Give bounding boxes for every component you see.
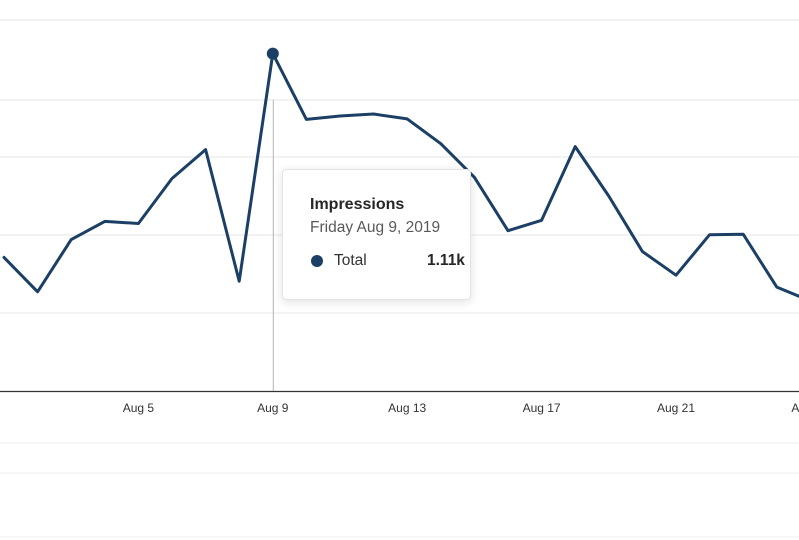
hover-point-marker [266, 47, 279, 60]
tooltip-series-name: Total [334, 252, 367, 269]
x-tick-label: Aug 5 [123, 401, 155, 415]
series-line-total [2, 52, 799, 298]
x-tick-label: Aug 21 [657, 401, 695, 415]
tooltip-title: Impressions [310, 196, 405, 213]
tooltip-date: Friday Aug 9, 2019 [310, 219, 441, 236]
x-tick-label: Aug 13 [388, 401, 426, 415]
tooltip-series-row: Total 1.11k [310, 252, 470, 272]
x-tick-label: Aug 17 [523, 401, 561, 415]
tooltip-value: 1.11k [427, 252, 465, 269]
x-tick-label: Aug 25 [791, 401, 799, 415]
series-color-dot [311, 255, 323, 267]
chart-tooltip: Impressions Friday Aug 9, 2019 Total 1.1… [282, 169, 471, 300]
x-tick-label: Aug 9 [257, 401, 289, 415]
